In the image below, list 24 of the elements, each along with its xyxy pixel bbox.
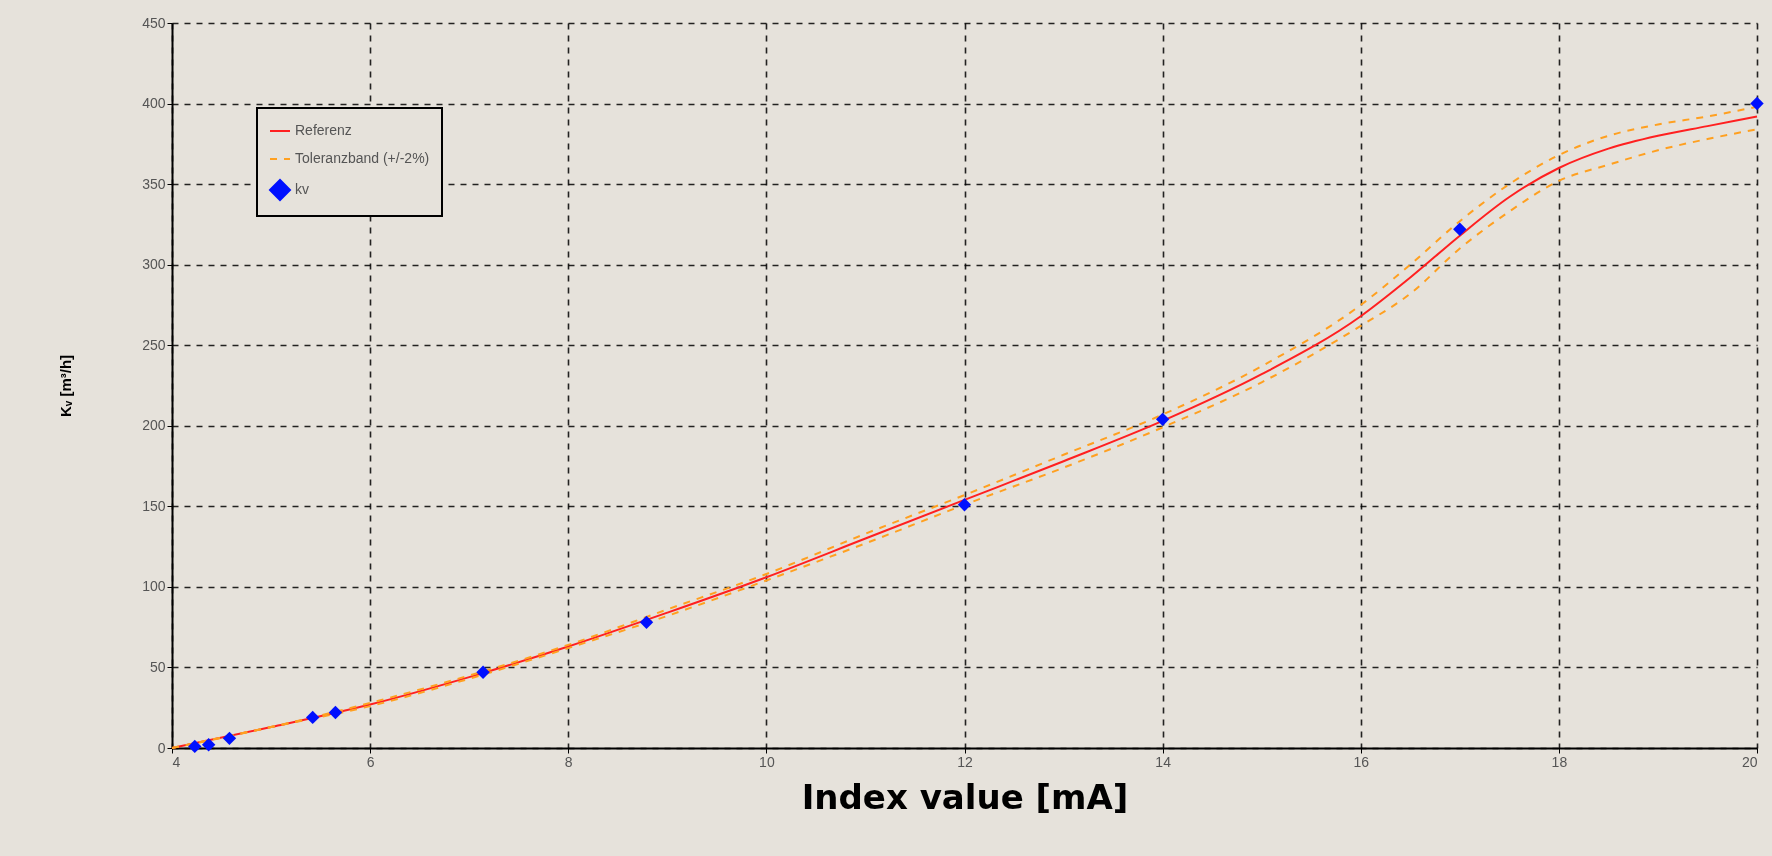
y-tick-label: 100 [142, 578, 166, 595]
x-tick-label: 14 [1155, 753, 1172, 770]
y-tick-label: 50 [149, 658, 166, 675]
x-axis-title: Index value [mA] [801, 776, 1129, 817]
x-tick-label: 4 [172, 753, 181, 770]
x-tick-label: 20 [1741, 753, 1758, 770]
y-tick-label: 350 [142, 175, 166, 192]
x-tick-label: 12 [957, 753, 973, 770]
y-tick-label: 150 [142, 497, 166, 514]
y-tick-label: 200 [142, 417, 166, 434]
legend-label: kv [295, 181, 309, 197]
y-axis-title: Kᵥ [m³/h] [57, 354, 75, 418]
y-tick-label: 0 [157, 739, 166, 756]
x-tick-label: 10 [759, 753, 775, 770]
y-tick-label: 250 [142, 336, 166, 353]
legend-label: Referenz [295, 122, 352, 138]
y-tick-label: 400 [142, 95, 166, 112]
x-tick-label: 8 [564, 753, 573, 770]
x-tick-label: 6 [366, 753, 375, 770]
x-tick-label: 16 [1353, 753, 1370, 770]
y-tick-label: 300 [142, 256, 166, 273]
x-tick-label: 18 [1551, 753, 1568, 770]
legend-label: Toleranzband (+/-2%) [295, 150, 430, 166]
y-tick-label: 450 [142, 14, 166, 31]
